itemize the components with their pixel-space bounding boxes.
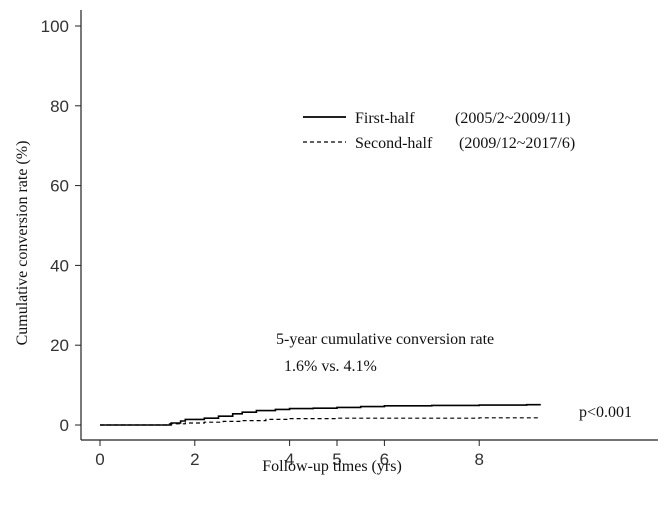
annotation-rates: 1.6% vs. 4.1% bbox=[284, 358, 377, 375]
x-tick-label: 0 bbox=[95, 450, 104, 469]
series-layer bbox=[100, 405, 541, 425]
axes bbox=[81, 10, 658, 440]
y-tick-label: 0 bbox=[60, 416, 69, 435]
y-tick-label: 80 bbox=[50, 97, 69, 116]
legend-series-period: (2005/2~2009/11) bbox=[455, 110, 571, 127]
y-tick-label: 20 bbox=[50, 336, 69, 355]
y-axis-label: Cumulative conversion rate (%) bbox=[14, 141, 31, 346]
x-tick-label: 2 bbox=[190, 450, 199, 469]
second-half-line bbox=[100, 418, 541, 425]
annotation-title: 5-year cumulative conversion rate bbox=[276, 331, 494, 348]
y-tick-label: 100 bbox=[41, 17, 69, 36]
legend-series-name: Second-half bbox=[355, 135, 433, 152]
y-tick-label: 40 bbox=[50, 256, 69, 275]
x-axis-label: Follow-up times (yrs) bbox=[262, 458, 402, 475]
legend-series-name: First-half bbox=[355, 110, 415, 127]
p-value-label: p<0.001 bbox=[579, 404, 632, 421]
legend: First-half (2005/2~2009/11) Second-half (20… bbox=[303, 110, 575, 152]
y-tick-label: 60 bbox=[50, 177, 69, 196]
x-tick-label: 8 bbox=[474, 450, 483, 469]
legend-series-period: (2009/12~2017/6) bbox=[459, 135, 575, 152]
first-half-line bbox=[100, 405, 541, 425]
